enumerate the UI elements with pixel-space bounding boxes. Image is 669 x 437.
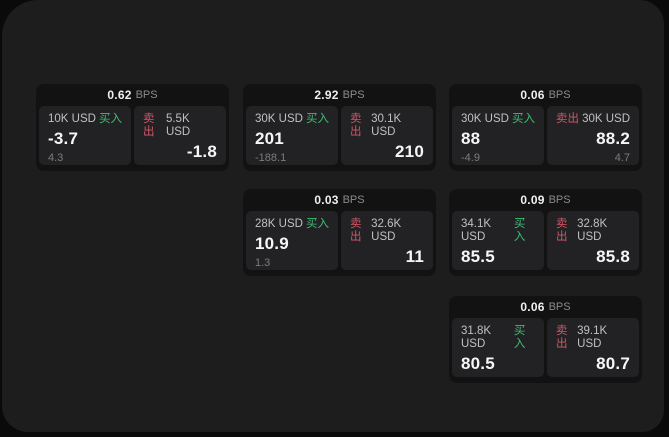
- buy-side-label: 买入: [513, 325, 526, 350]
- buy-panel[interactable]: 34.1K USD 买入 85.5 -3.1: [452, 211, 544, 270]
- quote-card: 2.92 BPS 30K USD 买入 201 -188.1 卖出 30.1K …: [243, 84, 436, 171]
- sell-sub-value: 4.7: [614, 152, 630, 164]
- sell-panel[interactable]: 卖出 30K USD 88.2 4.7: [547, 106, 639, 165]
- quote-panels: 34.1K USD 买入 85.5 -3.1 卖出 32.8K USD 85.8…: [449, 211, 642, 273]
- buy-amount: 28K USD: [255, 218, 303, 230]
- sell-amount: 30K USD: [582, 113, 630, 125]
- bps-value: 0.09: [520, 193, 545, 207]
- sell-side-label: 卖出: [556, 325, 568, 350]
- sell-price: 210: [395, 142, 424, 161]
- buy-price: 80.5: [461, 354, 495, 373]
- sell-amount: 32.8K USD: [577, 218, 608, 243]
- bps-value: 0.62: [107, 88, 132, 102]
- card-header: 2.92 BPS: [243, 84, 436, 106]
- bps-value: 0.06: [520, 300, 545, 314]
- sell-amount: 39.1K USD: [577, 325, 608, 350]
- buy-sub-value: 4.3: [48, 152, 64, 164]
- buy-panel[interactable]: 28K USD 买入 10.9 1.3: [246, 211, 338, 270]
- bps-unit-label: BPS: [548, 89, 571, 101]
- buy-side-label: 买入: [512, 113, 535, 125]
- sell-panel-top: 卖出 39.1K USD: [556, 325, 630, 351]
- card-header: 0.62 BPS: [36, 84, 229, 106]
- buy-side-label: 买入: [513, 218, 526, 243]
- sell-side-label: 卖出: [350, 113, 362, 138]
- buy-panel[interactable]: 30K USD 买入 88 -4.9: [452, 106, 544, 165]
- card-header: 0.06 BPS: [449, 296, 642, 318]
- quote-panels: 30K USD 买入 201 -188.1 卖出 30.1K USD 210 1…: [243, 106, 436, 168]
- sell-panel[interactable]: 卖出 5.5K USD -1.8 -2.6: [134, 106, 226, 165]
- buy-price: -3.7: [48, 129, 79, 148]
- buy-amount: 30K USD: [461, 113, 509, 125]
- quote-panels: 30K USD 买入 88 -4.9 卖出 30K USD 88.2 4.7: [449, 106, 642, 168]
- buy-sub-value: -4.9: [461, 152, 480, 164]
- buy-amount: 31.8K USD: [461, 325, 492, 350]
- sell-side-label: 卖出: [143, 113, 155, 138]
- sell-panel-top: 卖出 32.6K USD: [350, 218, 424, 244]
- sell-price: 80.7: [596, 354, 630, 373]
- sell-panel[interactable]: 卖出 32.8K USD 85.8 3.0: [547, 211, 639, 270]
- bps-unit-label: BPS: [342, 89, 365, 101]
- quote-panels: 10K USD 买入 -3.7 4.3 卖出 5.5K USD -1.8 -2.…: [36, 106, 229, 168]
- buy-panel[interactable]: 10K USD 买入 -3.7 4.3: [39, 106, 131, 165]
- sell-panel-top: 卖出 30K USD: [556, 113, 630, 126]
- bps-unit-label: BPS: [548, 301, 571, 313]
- buy-price: 10.9: [255, 234, 289, 253]
- buy-panel-top: 30K USD 买入: [461, 113, 535, 126]
- sell-price: 88.2: [596, 129, 630, 148]
- buy-panel-top: 31.8K USD 买入: [461, 325, 535, 351]
- bps-value: 0.06: [520, 88, 545, 102]
- buy-amount: 30K USD: [255, 113, 303, 125]
- bps-unit-label: BPS: [135, 89, 158, 101]
- buy-sub-value: 1.3: [255, 257, 271, 269]
- buy-panel-top: 10K USD 买入: [48, 113, 122, 126]
- sell-panel[interactable]: 卖出 39.1K USD 80.7 10.2: [547, 318, 639, 377]
- sell-price: -1.8: [186, 142, 217, 161]
- buy-panel[interactable]: 30K USD 买入 201 -188.1: [246, 106, 338, 165]
- buy-side-label: 买入: [99, 113, 122, 125]
- card-header: 0.09 BPS: [449, 189, 642, 211]
- sell-panel-top: 卖出 30.1K USD: [350, 113, 424, 139]
- quote-card: 0.62 BPS 10K USD 买入 -3.7 4.3 卖出 5.5K USD…: [36, 84, 229, 171]
- buy-panel-top: 28K USD 买入: [255, 218, 329, 231]
- quote-card: 0.09 BPS 34.1K USD 买入 85.5 -3.1 卖出 32.8K…: [449, 189, 642, 276]
- buy-side-label: 买入: [306, 113, 329, 125]
- card-header: 0.06 BPS: [449, 84, 642, 106]
- card-header: 0.03 BPS: [243, 189, 436, 211]
- bps-unit-label: BPS: [342, 194, 365, 206]
- sell-side-label: 卖出: [556, 113, 579, 125]
- sell-price: 11: [405, 247, 424, 266]
- bps-unit-label: BPS: [548, 194, 571, 206]
- sell-panel-top: 卖出 5.5K USD: [143, 113, 217, 139]
- bps-value: 0.03: [314, 193, 339, 207]
- quote-panels: 28K USD 买入 10.9 1.3 卖出 32.6K USD 11 -1.8: [243, 211, 436, 273]
- sell-panel[interactable]: 卖出 32.6K USD 11 -1.8: [341, 211, 433, 270]
- buy-price: 201: [255, 129, 284, 148]
- sell-amount: 5.5K USD: [165, 113, 191, 138]
- bps-value: 2.92: [314, 88, 339, 102]
- sell-price: 85.8: [596, 247, 630, 266]
- buy-price: 88: [461, 129, 481, 148]
- quote-card: 0.03 BPS 28K USD 买入 10.9 1.3 卖出 32.6K US…: [243, 189, 436, 276]
- sell-side-label: 卖出: [556, 218, 568, 243]
- sell-amount: 32.6K USD: [371, 218, 402, 243]
- buy-panel-top: 30K USD 买入: [255, 113, 329, 126]
- quote-card: 0.06 BPS 30K USD 买入 88 -4.9 卖出 30K USD 8…: [449, 84, 642, 171]
- buy-amount: 34.1K USD: [461, 218, 492, 243]
- buy-side-label: 买入: [306, 218, 329, 230]
- buy-sub-value: -188.1: [255, 152, 287, 164]
- sell-panel-top: 卖出 32.8K USD: [556, 218, 630, 244]
- sell-panel[interactable]: 卖出 30.1K USD 210 196.5: [341, 106, 433, 165]
- buy-amount: 10K USD: [48, 113, 96, 125]
- sell-amount: 30.1K USD: [371, 113, 402, 138]
- quote-panels: 31.8K USD 买入 80.5 -10.8 卖出 39.1K USD 80.…: [449, 318, 642, 380]
- buy-price: 85.5: [461, 247, 495, 266]
- quote-card: 0.06 BPS 31.8K USD 买入 80.5 -10.8 卖出 39.1…: [449, 296, 642, 383]
- buy-panel-top: 34.1K USD 买入: [461, 218, 535, 244]
- buy-panel[interactable]: 31.8K USD 买入 80.5 -10.8: [452, 318, 544, 377]
- sell-side-label: 卖出: [350, 218, 362, 243]
